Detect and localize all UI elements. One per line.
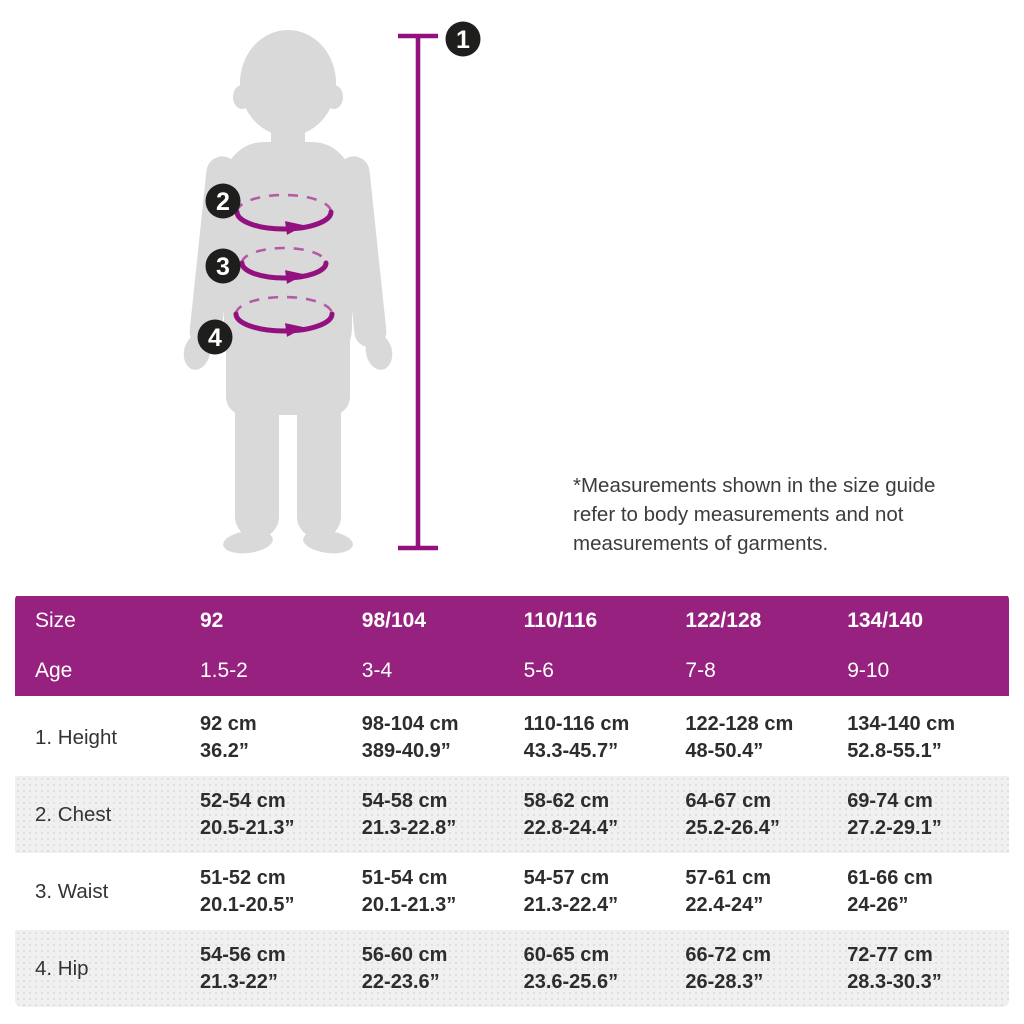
age-value: 5-6 [523, 659, 554, 682]
measurement-cell: 58-62 cm 22.8-24.4” [523, 789, 619, 839]
child-silhouette-image [183, 30, 393, 554]
size-value: 134/140 [847, 609, 924, 632]
svg-text:3: 3 [216, 253, 230, 281]
row-label: 2. Chest [35, 802, 112, 826]
table-header: Size 92 98/104 110/116 122/128 134/140 A… [15, 596, 1009, 696]
age-header-row: Age 1.5-2 3-4 5-6 7-8 9-10 [15, 646, 1009, 696]
measurement-cell: 92 cm 36.2” [200, 712, 257, 762]
row-label: 4. Hip [35, 956, 89, 980]
measurement-cell: 54-56 cm 21.3-22” [200, 943, 286, 993]
table-row-waist: 3. Waist 51-52 cm 20.1-20.5” 51-54 cm 20… [15, 853, 1009, 930]
age-value: 9-10 [847, 659, 890, 682]
table-row-chest: 2. Chest 52-54 cm 20.5-21.3” 54-58 cm 21… [15, 776, 1009, 853]
size-value: 92 [200, 609, 224, 632]
size-value: 98/104 [361, 609, 427, 632]
size-table: Size 92 98/104 110/116 122/128 134/140 A… [15, 593, 1009, 1007]
measurement-cell: 54-58 cm 21.3-22.8” [361, 789, 457, 839]
measurement-cell: 52-54 cm 20.5-21.3” [200, 789, 295, 839]
height-measure-line [398, 33, 438, 551]
marker-1-height-badge: 1 [445, 21, 481, 57]
svg-text:2: 2 [216, 188, 230, 216]
chest-girth-ellipse [234, 193, 334, 235]
age-value: 7-8 [685, 659, 716, 682]
table-row-hip: 4. Hip 54-56 cm 21.3-22” 56-60 cm 22-23.… [15, 930, 1009, 1007]
measurement-cell: 54-57 cm 21.3-22.4” [523, 866, 619, 916]
measurement-cell: 64-67 cm 25.2-26.4” [685, 789, 780, 839]
hip-girth-ellipse [233, 295, 335, 337]
marker-2-chest-badge: 2 [205, 183, 241, 219]
size-value: 122/128 [685, 609, 762, 632]
table-row-height: 1. Height 92 cm 36.2” 98-104 cm 389-40.9… [15, 699, 1009, 776]
svg-text:4: 4 [208, 324, 222, 352]
measurement-cell: 110-116 cm 43.3-45.7” [523, 712, 630, 762]
svg-text:1: 1 [456, 26, 470, 54]
age-value: 3-4 [361, 659, 393, 682]
measurement-cell: 56-60 cm 22-23.6” [361, 943, 448, 993]
marker-4-hip-badge: 4 [197, 319, 233, 355]
measurement-cell: 61-66 cm 24-26” [847, 866, 933, 916]
measurement-cell: 51-54 cm 20.1-21.3” [361, 866, 457, 916]
row-label: 1. Height [35, 725, 118, 749]
row-label: 3. Waist [35, 879, 109, 903]
measurement-cell: 66-72 cm 26-28.3” [685, 943, 772, 993]
measurement-note: *Measurements shown in the size guide re… [573, 474, 936, 555]
measurement-cell: 60-65 cm 23.6-25.6” [523, 943, 619, 993]
size-header-label: Size [35, 609, 76, 632]
measurement-cell: 51-52 cm 20.1-20.5” [200, 866, 295, 916]
waist-girth-ellipse [239, 246, 329, 284]
measurement-diagram: 1 2 3 4 [183, 21, 481, 554]
age-value: 1.5-2 [200, 659, 248, 682]
measurement-cell: 72-77 cm 28.3-30.3” [847, 943, 942, 993]
measurement-cell: 69-74 cm 27.2-29.1” [847, 789, 942, 839]
measurement-cell: 57-61 cm 22.4-24” [685, 866, 772, 916]
measurement-cell: 122-128 cm 48-50.4” [685, 712, 794, 762]
marker-3-waist-badge: 3 [205, 248, 241, 284]
age-header-label: Age [35, 659, 73, 682]
size-value: 110/116 [523, 609, 598, 632]
measurement-cell: 134-140 cm 52.8-55.1” [847, 712, 956, 762]
measurement-cell: 98-104 cm 389-40.9” [361, 712, 459, 762]
size-header-row: Size 92 98/104 110/116 122/128 134/140 [15, 596, 1009, 646]
